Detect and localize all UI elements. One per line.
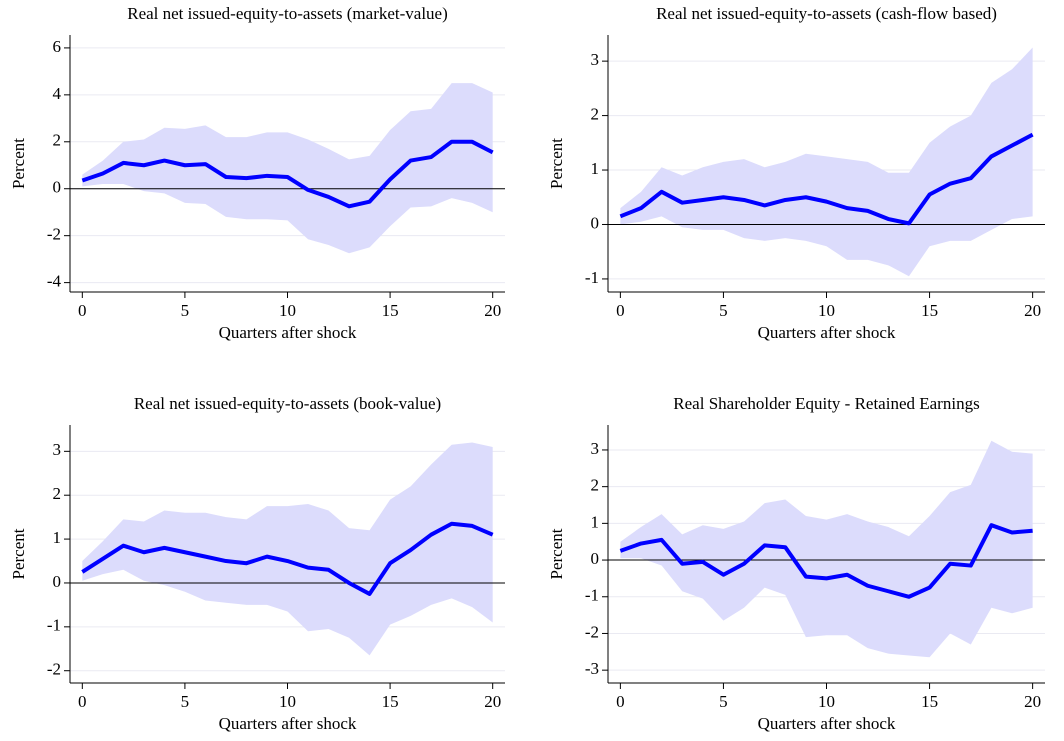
x-axis-label: Quarters after shock [219,323,357,342]
y-tick-label: -1 [47,616,61,635]
y-tick-label: -1 [585,586,599,605]
y-tick-label: 4 [53,84,62,103]
x-tick-label: 5 [719,301,728,320]
x-tick-label: 0 [616,301,625,320]
y-axis-label: Percent [9,528,28,579]
x-axis-label: Quarters after shock [758,714,896,733]
irf-line [81,521,494,596]
x-tick-label: 10 [279,692,296,711]
y-tick-label: 6 [53,37,62,56]
y-tick-label: -2 [585,622,599,641]
y-axis-label: Percent [547,528,566,579]
irf-line [619,523,1033,599]
x-tick-label: 15 [382,692,399,711]
chart-title: Real net issued-equity-to-assets (book-v… [134,394,441,413]
y-tick-label: 2 [591,476,600,495]
y-tick-label: 3 [53,440,62,459]
confidence-band [82,83,493,254]
y-tick-label: 3 [591,50,600,69]
x-axis-label: Quarters after shock [758,323,896,342]
x-tick-label: 10 [818,692,835,711]
confidence-band [82,442,493,656]
x-tick-label: 20 [1024,692,1041,711]
y-tick-label: 0 [591,213,600,232]
irf-line [619,132,1034,226]
x-tick-label: 5 [719,692,728,711]
irf-line [81,139,494,209]
x-tick-label: 15 [382,301,399,320]
chart-title: Real net issued-equity-to-assets (market… [127,4,448,23]
y-axis-label: Percent [547,138,566,189]
x-tick-label: 0 [616,692,625,711]
x-tick-label: 20 [484,301,501,320]
chart-title: Real net issued-equity-to-assets (cash-f… [656,4,997,23]
y-tick-label: 1 [53,528,62,547]
x-tick-label: 0 [78,301,87,320]
y-tick-label: 0 [53,572,62,591]
y-tick-label: -2 [47,660,61,679]
x-tick-label: 5 [181,692,190,711]
y-tick-label: 2 [53,484,62,503]
y-tick-label: 0 [591,549,600,568]
y-tick-label: 1 [591,159,600,178]
y-tick-label: 1 [591,512,600,531]
y-tick-label: -1 [585,268,599,287]
y-tick-label: 0 [53,178,62,197]
y-tick-label: 3 [591,439,600,458]
x-tick-label: 0 [78,692,87,711]
y-tick-label: 2 [53,131,62,150]
x-tick-label: 5 [181,301,190,320]
y-tick-label: -4 [47,272,62,291]
y-tick-label: 2 [591,104,600,123]
x-tick-label: 20 [1024,301,1041,320]
y-tick-label: -2 [47,225,61,244]
x-tick-label: 20 [484,692,501,711]
y-tick-label: -3 [585,659,599,678]
x-axis-label: Quarters after shock [219,714,357,733]
confidence-band [620,47,1033,277]
x-tick-label: 10 [818,301,835,320]
chart-title: Real Shareholder Equity - Retained Earni… [673,394,979,413]
x-tick-label: 10 [279,301,296,320]
y-axis-label: Percent [9,138,28,189]
confidence-band [620,440,1033,658]
x-tick-label: 15 [921,301,938,320]
x-tick-label: 15 [921,692,938,711]
